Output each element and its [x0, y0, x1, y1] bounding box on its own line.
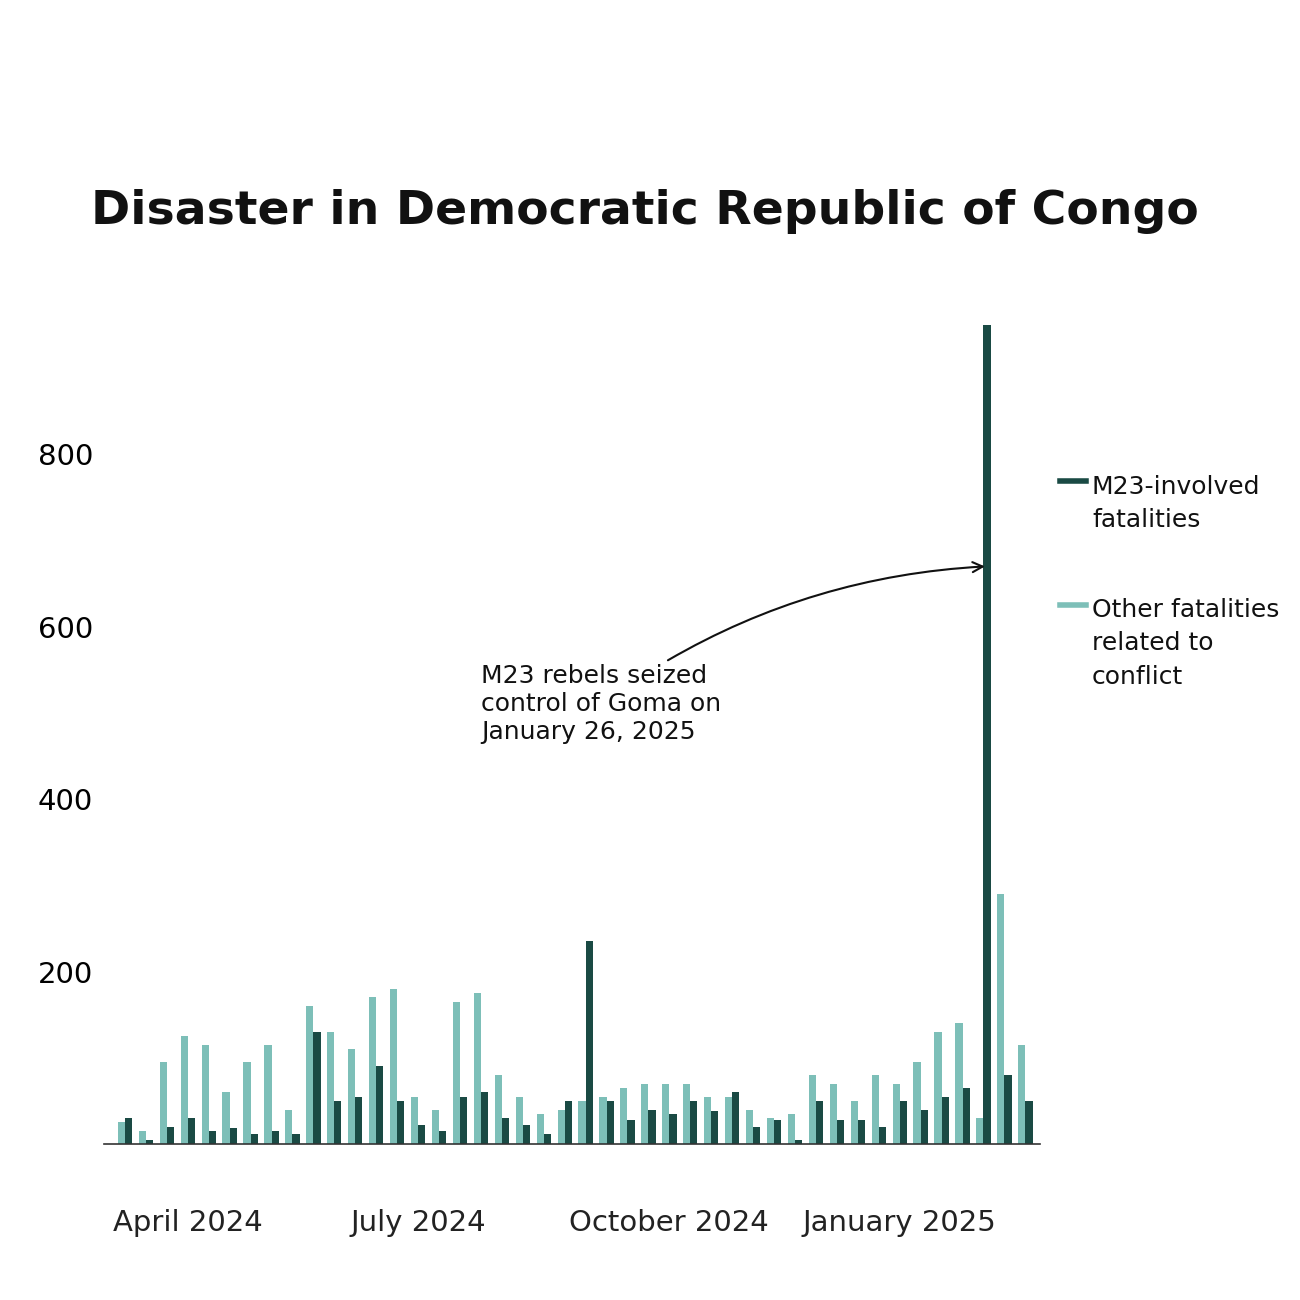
Bar [523, 1124, 530, 1144]
Bar [390, 989, 398, 1144]
Bar [146, 1140, 153, 1144]
Bar [585, 941, 593, 1144]
Bar [495, 1075, 502, 1144]
Bar [628, 1119, 634, 1144]
Bar [376, 1066, 384, 1144]
Bar [788, 1114, 796, 1144]
Bar [649, 1109, 655, 1144]
Bar [292, 1134, 299, 1144]
Bar [753, 1127, 760, 1144]
Bar [620, 1088, 628, 1144]
Bar [711, 1112, 719, 1144]
Bar [543, 1134, 551, 1144]
Bar [956, 1023, 962, 1144]
Text: January 2025: January 2025 [803, 1209, 997, 1236]
Bar [670, 1114, 676, 1144]
Bar [705, 1097, 711, 1144]
Bar [935, 1032, 941, 1144]
Bar [662, 1084, 670, 1144]
Bar [187, 1118, 195, 1144]
Bar [1026, 1101, 1032, 1144]
Bar [473, 993, 481, 1144]
Bar [900, 1101, 907, 1144]
Bar [690, 1101, 698, 1144]
Bar [578, 1101, 585, 1144]
Bar [230, 1128, 237, 1144]
Bar [502, 1118, 510, 1144]
Bar [398, 1101, 404, 1144]
Bar [222, 1092, 230, 1144]
Bar [893, 1084, 900, 1144]
Bar [816, 1101, 823, 1144]
Text: M23 rebels seized
control of Goma on
January 26, 2025: M23 rebels seized control of Goma on Jan… [481, 562, 983, 744]
Bar [558, 1109, 564, 1144]
Bar [607, 1101, 614, 1144]
Bar [264, 1045, 272, 1144]
Bar [202, 1045, 209, 1144]
Bar [767, 1118, 774, 1144]
Bar [481, 1092, 488, 1144]
Bar [118, 1122, 125, 1144]
Bar [564, 1101, 572, 1144]
Bar [432, 1109, 439, 1144]
Bar [829, 1084, 837, 1144]
Bar [139, 1131, 146, 1144]
Bar [411, 1097, 419, 1144]
Bar [997, 894, 1005, 1144]
Bar [920, 1109, 928, 1144]
Text: October 2024: October 2024 [569, 1209, 770, 1236]
Bar [181, 1036, 187, 1144]
Bar [682, 1084, 690, 1144]
Bar [334, 1101, 342, 1144]
Text: Disaster in Democratic Republic of Congo: Disaster in Democratic Republic of Congo [91, 188, 1199, 234]
Bar [516, 1097, 523, 1144]
Bar [599, 1097, 607, 1144]
Bar [837, 1119, 844, 1144]
Text: Other fatalities
related to
conflict: Other fatalities related to conflict [1092, 598, 1279, 689]
Bar [809, 1075, 816, 1144]
Bar [251, 1134, 257, 1144]
Bar [452, 1002, 460, 1144]
Bar [879, 1127, 885, 1144]
Bar [369, 997, 376, 1144]
Bar [209, 1131, 216, 1144]
Bar [419, 1124, 425, 1144]
Bar [328, 1032, 334, 1144]
Bar [125, 1118, 133, 1144]
Bar [774, 1119, 781, 1144]
Text: July 2024: July 2024 [350, 1209, 486, 1236]
Bar [313, 1032, 321, 1144]
Text: M23-involved
fatalities: M23-involved fatalities [1092, 474, 1261, 532]
Bar [285, 1109, 292, 1144]
Bar [914, 1062, 920, 1144]
Bar [984, 325, 991, 1144]
Bar [796, 1140, 802, 1144]
Bar [858, 1119, 864, 1144]
Bar [439, 1131, 446, 1144]
Bar [460, 1097, 467, 1144]
Bar [166, 1127, 174, 1144]
Bar [850, 1101, 858, 1144]
Bar [348, 1049, 355, 1144]
Bar [160, 1062, 166, 1144]
Bar [243, 1062, 251, 1144]
Text: April 2024: April 2024 [113, 1209, 263, 1236]
Bar [725, 1097, 732, 1144]
Bar [537, 1114, 543, 1144]
Bar [355, 1097, 363, 1144]
Bar [641, 1084, 649, 1144]
Bar [941, 1097, 949, 1144]
Bar [1018, 1045, 1026, 1144]
Bar [962, 1088, 970, 1144]
Bar [272, 1131, 278, 1144]
Bar [307, 1006, 313, 1144]
Bar [871, 1075, 879, 1144]
Bar [746, 1109, 753, 1144]
Bar [976, 1118, 984, 1144]
Bar [732, 1092, 740, 1144]
Bar [1005, 1075, 1011, 1144]
